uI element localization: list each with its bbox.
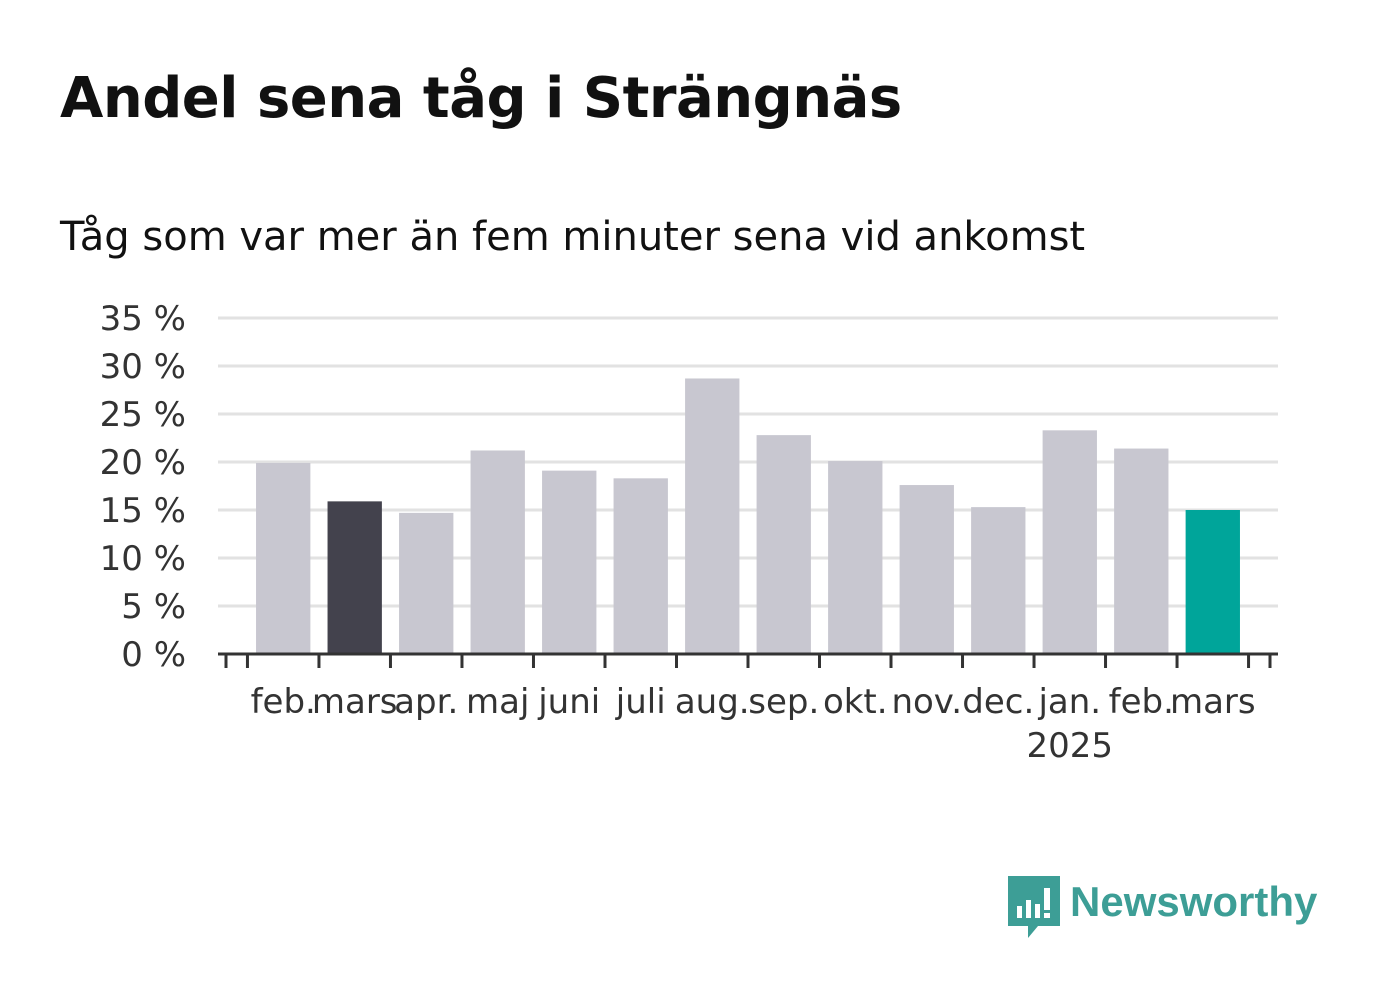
y-tick-label: 5 % — [121, 587, 186, 627]
brand-name: Newsworthy — [1070, 878, 1318, 925]
x-tick-label: feb. — [251, 682, 316, 722]
bar — [613, 478, 668, 654]
chart-subtitle: Tåg som var mer än fem minuter sena vid … — [60, 214, 1086, 260]
bar — [1042, 430, 1097, 654]
bar — [1185, 510, 1240, 654]
x-tick-label: mars — [1170, 682, 1256, 722]
y-tick-label: 35 % — [100, 299, 186, 339]
x-tick-label: feb. — [1109, 682, 1174, 722]
y-tick-label: 25 % — [100, 395, 186, 435]
y-tick-label: 0 % — [121, 635, 186, 675]
x-tick-label: dec. — [962, 682, 1034, 722]
brand-logo: Newsworthy — [1008, 876, 1317, 938]
y-tick-label: 15 % — [100, 491, 186, 531]
x-tick-label: sep. — [748, 682, 819, 722]
y-tick-label: 30 % — [100, 347, 186, 387]
bar — [899, 485, 954, 654]
y-tick-label: 20 % — [100, 443, 186, 483]
x-tick-label: nov. — [891, 682, 962, 722]
bar — [828, 461, 883, 654]
x-tick-label: jan. — [1037, 682, 1101, 722]
y-tick-label: 10 % — [100, 539, 186, 579]
x-tick-label: juni — [537, 682, 600, 722]
bar — [685, 378, 740, 654]
bar — [1114, 448, 1169, 654]
bar — [756, 435, 811, 654]
x-tick-label: mars — [312, 682, 398, 722]
newsworthy-logo-icon — [1008, 876, 1060, 938]
bar — [327, 501, 382, 654]
chart-title: Andel sena tåg i Strängnäs — [60, 66, 902, 131]
bar — [971, 507, 1026, 654]
x-year-label: 2025 — [1027, 726, 1114, 766]
bar — [542, 470, 597, 654]
bar — [470, 450, 525, 654]
x-tick-label: apr. — [394, 682, 458, 722]
x-tick-label: maj — [466, 682, 529, 722]
x-tick-label: okt. — [823, 682, 888, 722]
x-tick-label: aug. — [675, 682, 750, 722]
bar — [399, 512, 454, 654]
bar — [256, 462, 311, 654]
x-tick-label: juli — [615, 682, 666, 722]
